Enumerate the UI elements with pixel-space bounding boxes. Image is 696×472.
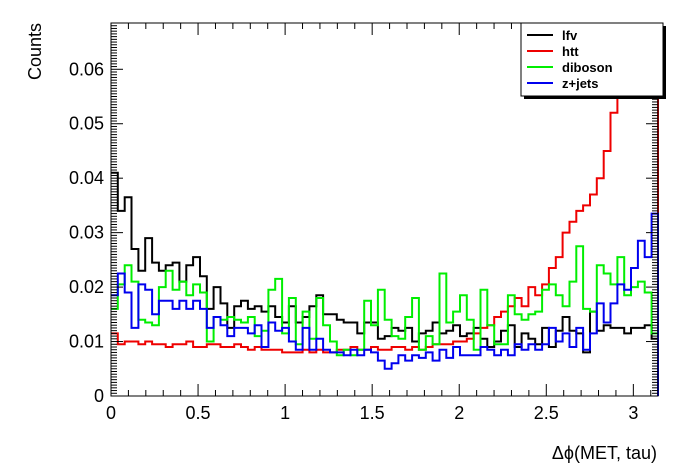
y-tick-label: 0.03	[69, 223, 104, 243]
x-tick-label: 2	[454, 403, 464, 423]
y-tick-label: 0.02	[69, 277, 104, 297]
series-layer	[111, 24, 659, 396]
y-tick-label: 0.06	[69, 59, 104, 79]
series-line-lfv	[111, 171, 659, 396]
x-tick-label: 0.5	[186, 403, 211, 423]
y-tick-label: 0.01	[69, 332, 104, 352]
x-tick-label: 1	[280, 403, 290, 423]
legend-label: z+jets	[562, 76, 599, 91]
x-tick-label: 0	[106, 403, 116, 423]
series-line-z-jets	[111, 212, 659, 396]
legend-label: lfv	[562, 28, 578, 43]
y-tick-label: 0	[94, 386, 104, 406]
x-axis-label: Δϕ(MET, tau)	[552, 443, 657, 463]
legend-label: diboson	[562, 60, 613, 75]
y-tick-label: 0.05	[69, 114, 104, 134]
ticks-layer: 0 0.5 1 1.5 2 2.5 3 0 0.01 0.02 0.03 0.04 0.05 0.06	[69, 23, 658, 423]
legend-label: htt	[562, 44, 579, 59]
plot-frame	[110, 22, 659, 397]
series-line-htt	[111, 24, 659, 396]
x-tick-label: 1.5	[360, 403, 385, 423]
series-line-diboson	[111, 245, 659, 396]
y-axis-label: Counts	[25, 23, 45, 80]
x-tick-label: 2.5	[534, 403, 559, 423]
x-tick-label: 3	[628, 403, 638, 423]
y-tick-label: 0.04	[69, 168, 104, 188]
